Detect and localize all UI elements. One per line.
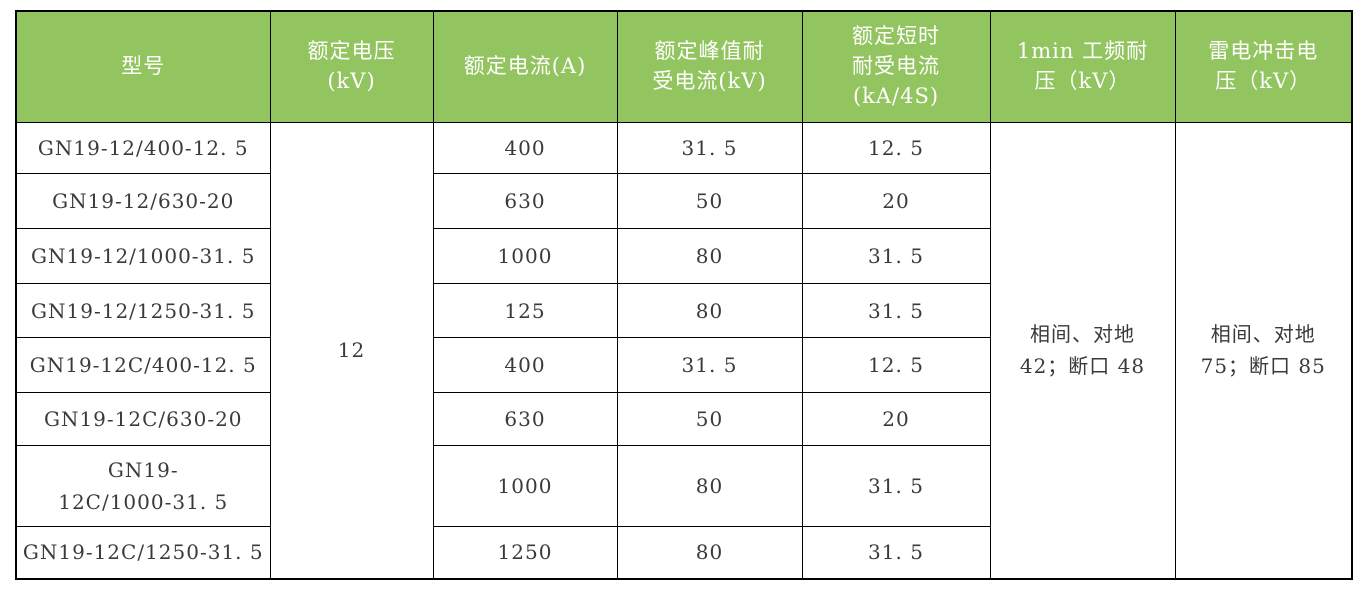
- model-cell: GN19-12C/1250-31. 5: [15, 526, 271, 579]
- spec-table: 型号 额定电压 (kV) 额定电流(A) 额定峰值耐 受电流(kV) 额定短时 …: [15, 10, 1353, 580]
- peak-cell: 50: [616, 173, 803, 229]
- table-row: GN19-12/400-12. 5 12 400 31. 5 12. 5 相间、…: [15, 122, 1353, 579]
- model-cell: GN19-12C/400-12. 5: [15, 337, 271, 393]
- model-cell: GN19-12/400-12. 5: [15, 122, 271, 174]
- short-time-cell: 31. 5: [801, 445, 991, 527]
- current-cell: 1000: [432, 228, 618, 284]
- short-time-cell: 12. 5: [801, 122, 991, 174]
- current-cell: 630: [432, 392, 618, 446]
- peak-cell: 80: [616, 283, 803, 338]
- short-time-cell: 31. 5: [801, 526, 991, 579]
- short-time-cell: 31. 5: [801, 283, 991, 338]
- model-cell: GN19-12/630-20: [15, 173, 271, 229]
- header-lightning-impulse: 雷电冲击电 压（kV）: [1174, 10, 1353, 123]
- header-short-time-current: 额定短时 耐受电流 (kA/4S): [801, 10, 991, 123]
- peak-cell: 80: [616, 228, 803, 284]
- table-row: GN19-12C/630-20 630 50 20: [15, 392, 1352, 446]
- table-row: GN19- 12C/1000-31. 5 1000 80 31. 5: [15, 445, 1352, 527]
- rated-voltage-merged-cell: 12: [269, 122, 434, 579]
- short-time-cell: 20: [801, 173, 991, 229]
- peak-cell: 31. 5: [616, 337, 803, 393]
- header-rated-voltage: 额定电压 (kV): [269, 10, 434, 123]
- current-cell: 1250: [432, 526, 618, 579]
- current-cell: 1000: [432, 445, 618, 527]
- table-row: GN19-12C/400-12. 5 400 31. 5 12. 5: [15, 337, 1352, 393]
- header-rated-current: 额定电流(A): [432, 10, 618, 123]
- header-model: 型号: [15, 10, 271, 123]
- model-cell: GN19-12/1000-31. 5: [15, 228, 271, 284]
- model-cell: GN19-12C/630-20: [15, 392, 271, 446]
- current-cell: 125: [432, 283, 618, 338]
- short-time-cell: 12. 5: [801, 337, 991, 393]
- header-power-freq-voltage: 1min 工频耐 压（kV）: [989, 10, 1176, 123]
- peak-cell: 80: [616, 526, 803, 579]
- peak-cell: 80: [616, 445, 803, 527]
- model-cell: GN19-12/1250-31. 5: [15, 283, 271, 338]
- power-freq-merged-cell: 相间、对地 42；断口 48: [989, 122, 1176, 579]
- current-cell: 400: [432, 337, 618, 393]
- lightning-merged-cell: 相间、对地 75；断口 85: [1174, 122, 1353, 579]
- short-time-cell: 20: [801, 392, 991, 446]
- model-cell: GN19- 12C/1000-31. 5: [15, 445, 271, 527]
- current-cell: 630: [432, 173, 618, 229]
- table-row: GN19-12C/1250-31. 5 1250 80 31. 5: [15, 526, 1352, 579]
- header-row: 型号 额定电压 (kV) 额定电流(A) 额定峰值耐 受电流(kV) 额定短时 …: [15, 10, 1353, 123]
- table-row: GN19-12/1250-31. 5 125 80 31. 5: [15, 283, 1352, 338]
- header-peak-withstand: 额定峰值耐 受电流(kV): [616, 10, 803, 123]
- current-cell: 400: [432, 122, 618, 174]
- short-time-cell: 31. 5: [801, 228, 991, 284]
- peak-cell: 31. 5: [616, 122, 803, 174]
- peak-cell: 50: [616, 392, 803, 446]
- table-row: GN19-12/1000-31. 5 1000 80 31. 5: [15, 228, 1352, 284]
